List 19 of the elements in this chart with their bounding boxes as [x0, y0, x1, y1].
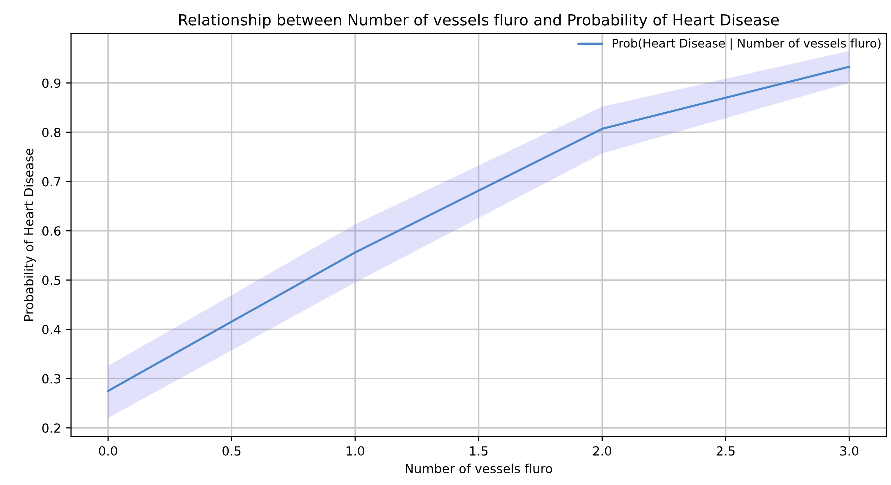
x-axis-title: Number of vessels fluro [406, 464, 552, 474]
x-tick-label: 2.0 [593, 446, 612, 456]
y-tick-label: 0.5 [42, 276, 60, 286]
x-tick-label: 3.0 [840, 446, 859, 456]
legend-label: Prob(Heart Disease | Number of vessels fluro) [612, 38, 881, 50]
y-tick-label: 0.6 [42, 226, 61, 236]
y-tick-label: 0.7 [42, 177, 60, 187]
x-tick-label: 2.5 [716, 446, 735, 456]
y-tick-label: 0.8 [42, 128, 61, 138]
x-tick-label: 0.0 [99, 446, 118, 456]
x-tick-label: 0.5 [222, 446, 241, 456]
y-tick-label: 0.4 [42, 325, 61, 335]
y-tick-label: 0.9 [42, 78, 61, 88]
y-axis-title: Probability of Heart Disease [24, 148, 36, 321]
x-tick-label: 1.5 [470, 446, 488, 456]
y-tick-label: 0.2 [42, 424, 60, 434]
chart-title: Relationship between Number of vessels fluro and Probability of Heart Disease [179, 14, 780, 29]
x-tick-label: 1.0 [346, 446, 364, 456]
y-tick-label: 0.3 [42, 374, 61, 384]
